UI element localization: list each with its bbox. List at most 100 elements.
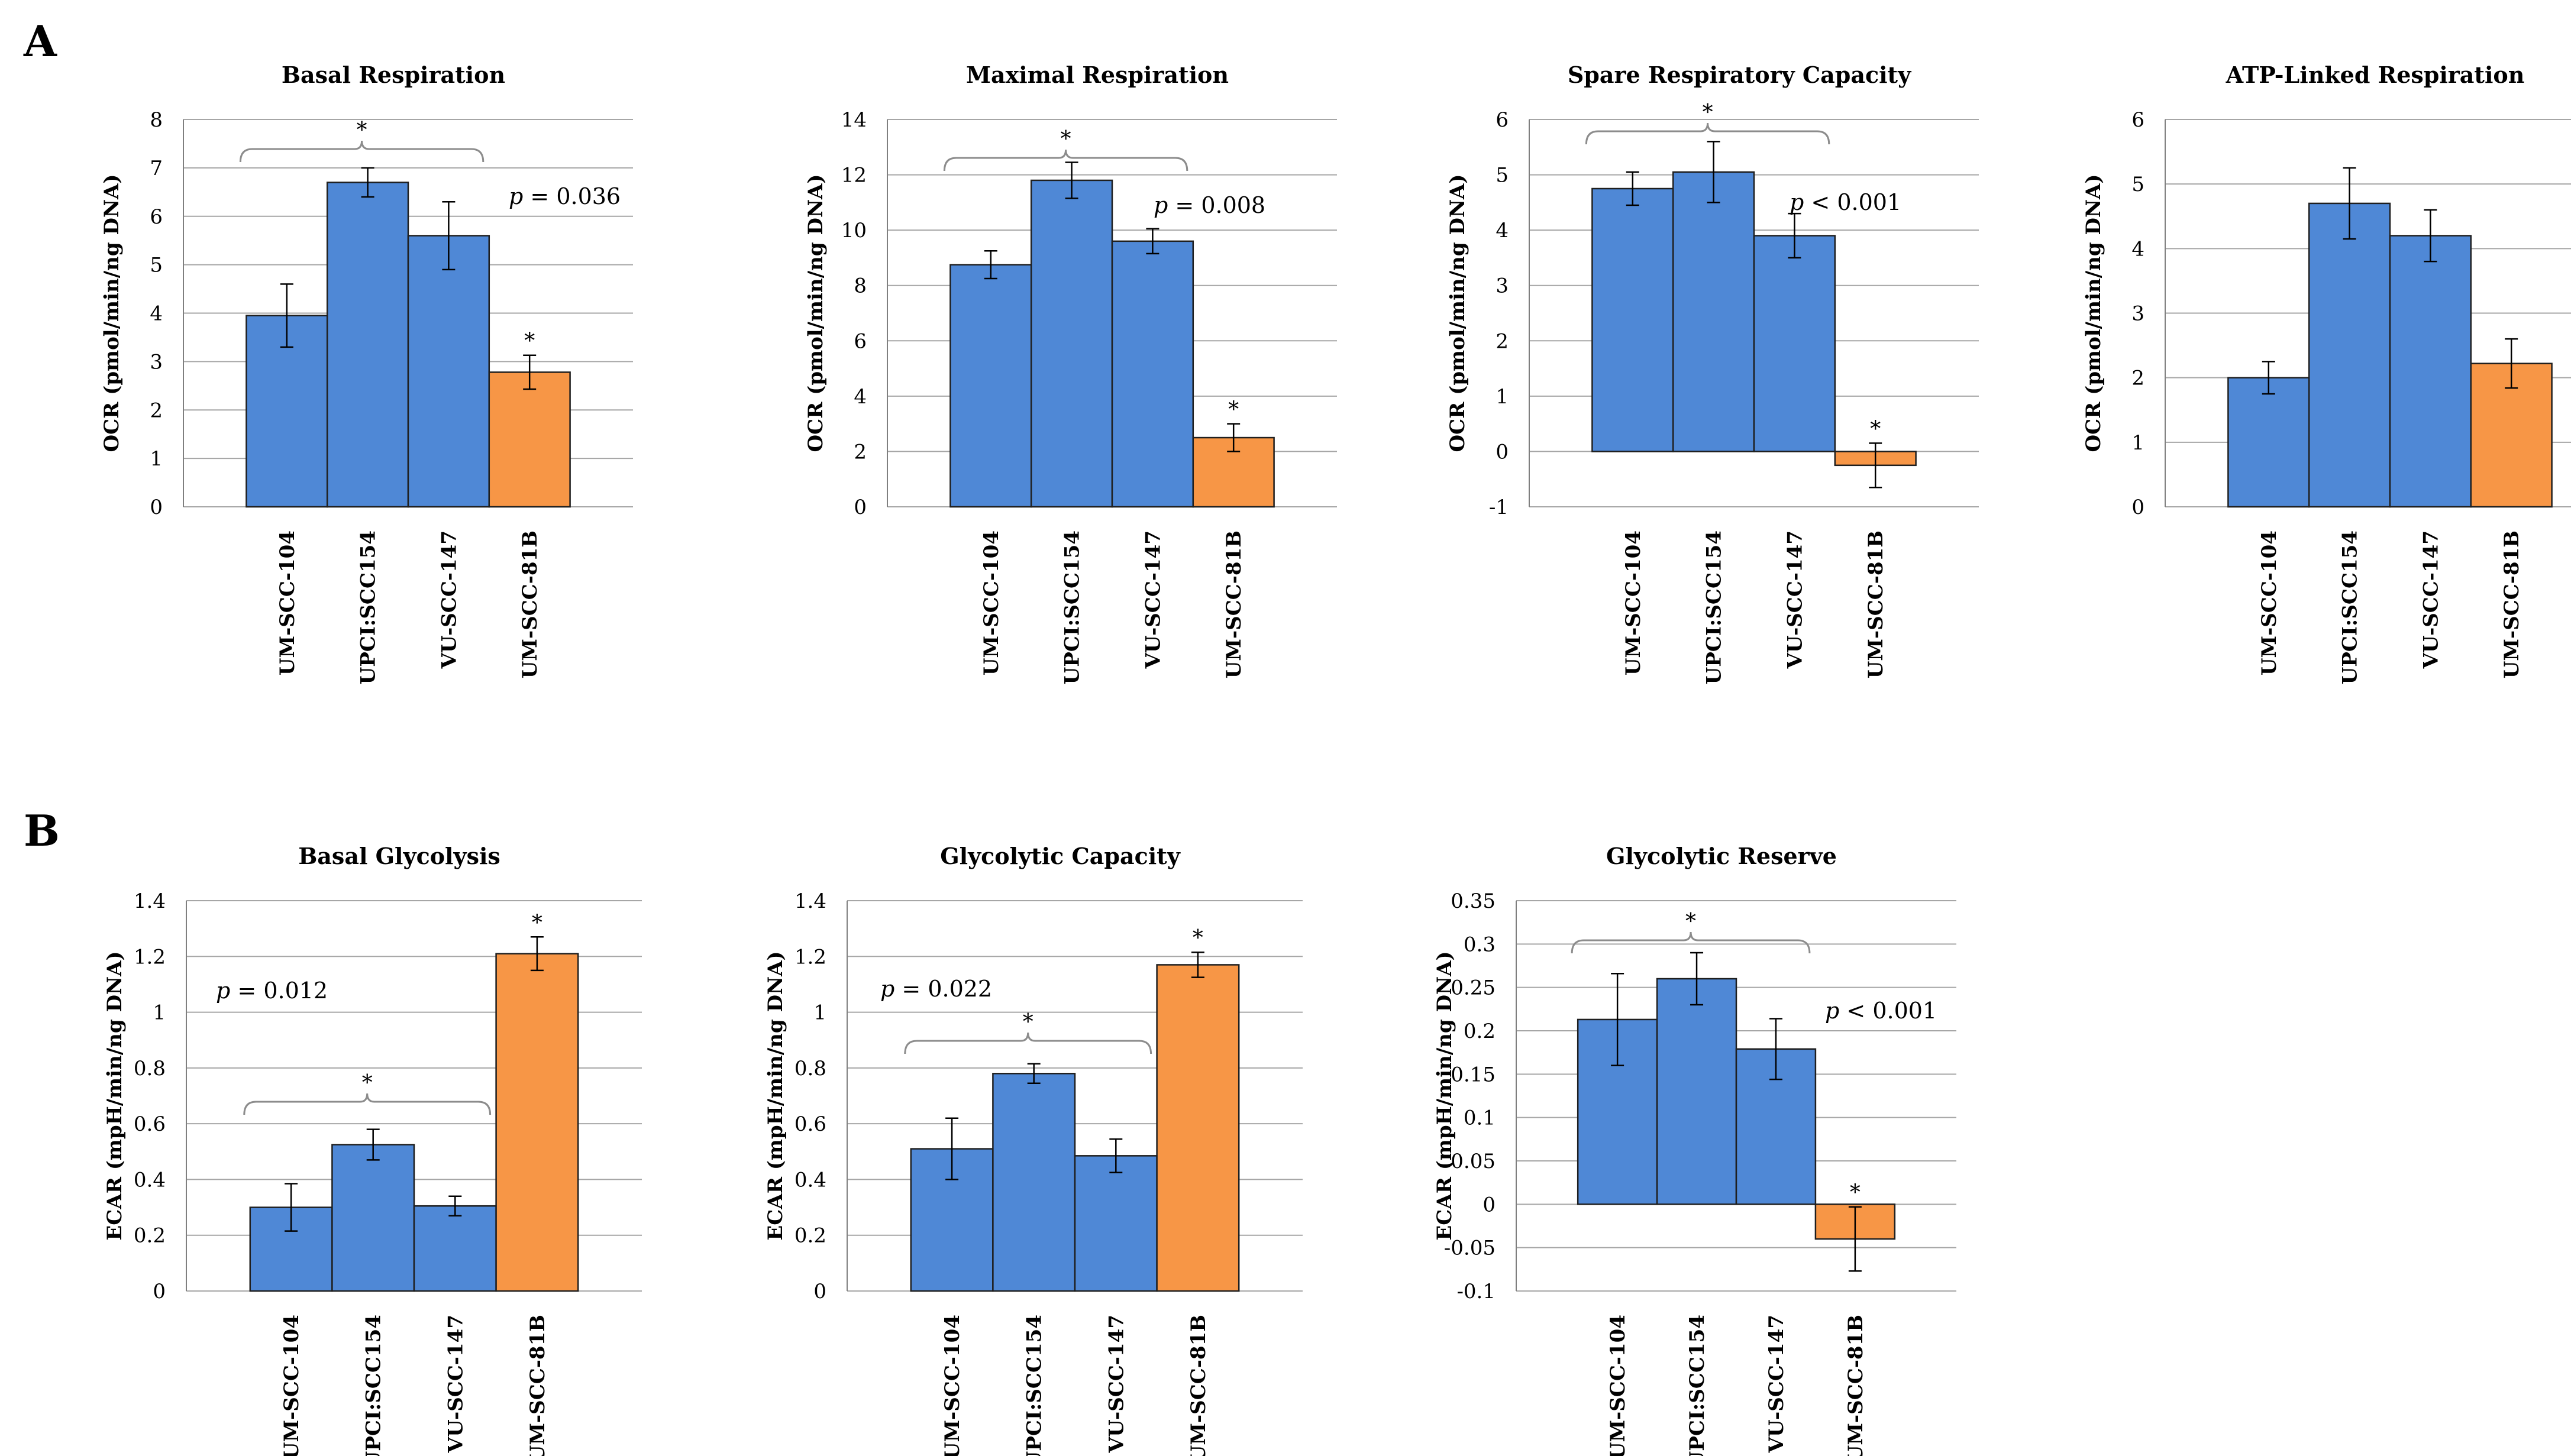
bar-3: [413, 1205, 497, 1292]
y-axis-label: ECAR (mpH/min/ng DNA): [764, 951, 787, 1240]
p-value: p < 0.001: [1790, 189, 1901, 215]
category-label: UM-SCC-81B: [526, 1315, 550, 1456]
y-axis-label: ECAR (mpH/min/ng DNA): [103, 951, 127, 1240]
y-tick-label: 2: [2131, 367, 2144, 390]
y-tick-label: 2: [150, 399, 163, 422]
bar-2: [331, 1144, 415, 1292]
y-tick-label: 2: [1496, 329, 1509, 353]
category-label: UM-SCC-104: [280, 1315, 303, 1456]
error-bar: [945, 1117, 959, 1180]
y-tick-label: 4: [150, 302, 163, 326]
error-bar: [1769, 1018, 1782, 1080]
error-bar: [1611, 972, 1624, 1066]
y-tick-label: 0: [2131, 496, 2144, 519]
bar-star: *: [532, 911, 542, 935]
y-tick-label: 0.8: [134, 1057, 166, 1080]
category-label: VU-SCC-147: [1141, 530, 1165, 669]
bracket-star: *: [1703, 101, 1713, 125]
category-label: VU-SCC-147: [437, 530, 461, 669]
chart-title: Spare Respiratory Capacity: [1568, 62, 1911, 88]
chart-title: Glycolytic Capacity: [940, 843, 1181, 869]
y-axis-label: OCR (pmol/min/ng DNA): [1446, 174, 1469, 452]
error-bar: [1707, 141, 1720, 203]
category-label: UM-SCC-104: [2257, 530, 2281, 675]
error-bar: [1191, 951, 1204, 978]
chart-3: Spare Respiratory Capacity -1 0 1 2 3 4 5 6 OCR (…: [1446, 62, 1979, 684]
y-tick-label: 6: [1496, 108, 1509, 132]
significance-bracket: [1571, 931, 1811, 954]
error-bar: [1848, 1206, 1862, 1272]
y-tick-label: 6: [2131, 108, 2144, 132]
significance-bracket: [943, 149, 1188, 172]
error-bar: [1227, 423, 1241, 452]
y-tick-label: 0: [854, 496, 867, 519]
y-tick-label: 4: [1496, 219, 1509, 242]
significance-bracket: [239, 140, 485, 163]
y-tick-label: 0.2: [794, 1224, 826, 1248]
category-label: UPCI:SCC154: [1685, 1315, 1709, 1456]
bar-2: [1656, 978, 1737, 1205]
y-tick-label: 2: [854, 440, 867, 464]
error-bar: [1788, 212, 1801, 259]
y-tick-label: 0.15: [1451, 1063, 1496, 1086]
y-tick-label: 7: [150, 157, 163, 180]
p-value: p = 0.022: [880, 976, 992, 1002]
bracket-star: *: [357, 118, 367, 143]
chart-title: Maximal Respiration: [966, 62, 1229, 88]
y-tick-label: 5: [2131, 173, 2144, 196]
category-label: UM-SCC-81B: [1187, 1315, 1210, 1456]
bar-3: [2389, 235, 2472, 508]
bar-star: *: [1228, 398, 1239, 422]
y-tick-label: 6: [854, 329, 867, 353]
bar-1: [949, 264, 1032, 508]
y-tick-label: 1.4: [134, 889, 166, 913]
y-tick-label: 12: [841, 164, 867, 187]
error-bar: [448, 1195, 462, 1216]
y-axis-label: OCR (pmol/min/ng DNA): [804, 174, 828, 452]
error-bar: [1065, 161, 1078, 199]
chart-2: Maximal Respiration 0 2 4 6 8 10 12 14 OCR (pmol/…: [804, 62, 1337, 684]
category-label: UPCI:SCC154: [2339, 530, 2362, 684]
y-tick-label: 1: [153, 1001, 166, 1025]
panel-letter-a: A: [23, 16, 57, 66]
significance-bracket: [1585, 122, 1830, 145]
category-label: UM-SCC-81B: [518, 530, 542, 678]
error-bar: [530, 936, 544, 972]
chart-5: Basal Glycolysis 0 0.2 0.4 0.6 0.8 1 1.2 1.4 ECAR…: [103, 843, 642, 1456]
y-tick-label: 0.8: [794, 1057, 826, 1080]
significance-bracket: [243, 1093, 492, 1115]
y-tick-label: 0: [813, 1280, 826, 1303]
y-tick-label: -0.05: [1444, 1237, 1496, 1260]
category-label: VU-SCC-147: [1104, 1315, 1128, 1453]
y-tick-label: 0.35: [1451, 889, 1496, 913]
chart-title: Basal Respiration: [282, 62, 505, 88]
y-tick-label: 1: [150, 447, 163, 471]
bar-2: [2308, 202, 2391, 508]
error-bar: [1146, 228, 1159, 255]
y-tick-label: 8: [150, 108, 163, 132]
error-bar: [361, 167, 374, 198]
y-tick-label: 6: [150, 205, 163, 229]
bar-3: [1074, 1155, 1158, 1292]
y-tick-label: 0.3: [1464, 933, 1496, 956]
category-label: UM-SCC-104: [941, 1315, 964, 1456]
bracket-star: *: [1023, 1010, 1033, 1034]
category-label: VU-SCC-147: [2419, 530, 2443, 669]
error-bar: [1109, 1138, 1123, 1173]
y-tick-label: 3: [150, 350, 163, 374]
p-value: p = 0.012: [216, 978, 328, 1004]
y-tick-label: 10: [841, 219, 867, 242]
bracket-star: *: [362, 1071, 373, 1095]
y-tick-label: 3: [1496, 274, 1509, 298]
chart-title: Basal Glycolysis: [298, 843, 500, 869]
chart-title: Glycolytic Reserve: [1606, 843, 1837, 869]
category-label: VU-SCC-147: [444, 1315, 467, 1453]
p-value: p = 0.036: [509, 183, 621, 209]
y-tick-label: -1: [1489, 496, 1509, 519]
bar-4: [488, 371, 571, 508]
y-tick-label: 1.4: [794, 889, 826, 913]
chart-1: Basal Respiration 0 1 2 3 4 5 6 7 8 OCR (pmol/min/…: [100, 62, 633, 684]
category-label: UM-SCC-104: [1622, 530, 1645, 675]
